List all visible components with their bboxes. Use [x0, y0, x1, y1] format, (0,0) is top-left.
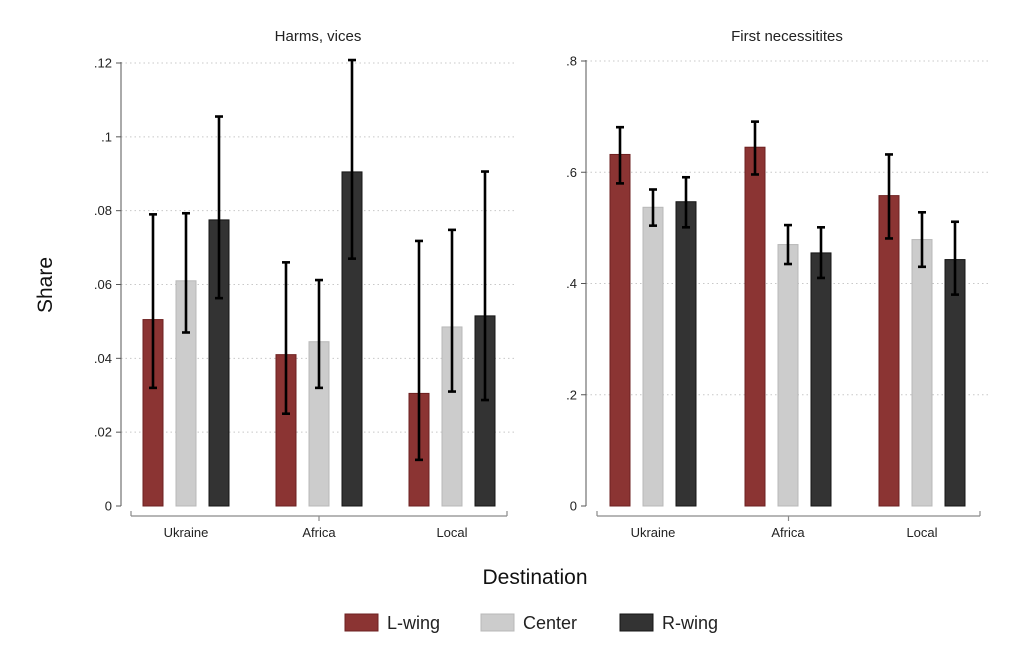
y-tick-label: .2 [566, 387, 577, 402]
y-tick-label: .02 [94, 425, 112, 440]
chart-panel-1: Harms, vices 0 .02 .04 .06 .08 .1 .12 Ukraine Afr… [94, 28, 516, 540]
panel-title: Harms, vices [275, 28, 362, 45]
y-axis-title: Share [34, 257, 57, 313]
y-tick-label: .06 [94, 277, 112, 292]
bar-l-wing [744, 146, 766, 507]
bar-center [911, 239, 933, 507]
y-tick-label: 0 [105, 499, 112, 514]
legend-swatch [344, 613, 379, 632]
y-tick-label: .4 [566, 276, 577, 291]
y-tick-label: .04 [94, 351, 112, 366]
y-tick-label: .1 [101, 129, 112, 144]
category-label: Africa [302, 525, 336, 540]
y-tick-label: .6 [566, 165, 577, 180]
y-tick-label: 0 [570, 499, 577, 514]
category-label: Local [906, 525, 937, 540]
legend-label: Center [523, 613, 577, 633]
category-label: Ukraine [631, 525, 676, 540]
category-label: Ukraine [164, 525, 209, 540]
bar-r-wing [810, 252, 832, 507]
legend-swatch [619, 613, 654, 632]
category-label: Africa [771, 525, 805, 540]
bar-l-wing [609, 153, 631, 507]
y-tick-label: .8 [566, 54, 577, 69]
bar-center [642, 206, 664, 507]
legend: L-wing Center R-wing [344, 613, 718, 633]
y-tick-label: .12 [94, 56, 112, 71]
bar-l-wing [878, 195, 900, 507]
y-tick-label: .08 [94, 203, 112, 218]
bar-r-wing [675, 201, 697, 507]
legend-label: R-wing [662, 613, 718, 633]
bar-r-wing [944, 259, 966, 507]
chart-panel-2: First necessitites 0 .2 .4 .6 .8 Ukraine Africa… [566, 28, 990, 540]
category-label: Local [436, 525, 467, 540]
legend-swatch [480, 613, 515, 632]
panel-title: First necessitites [731, 28, 843, 45]
x-axis-title: Destination [482, 566, 587, 589]
legend-label: L-wing [387, 613, 440, 633]
bar-center [777, 244, 799, 507]
